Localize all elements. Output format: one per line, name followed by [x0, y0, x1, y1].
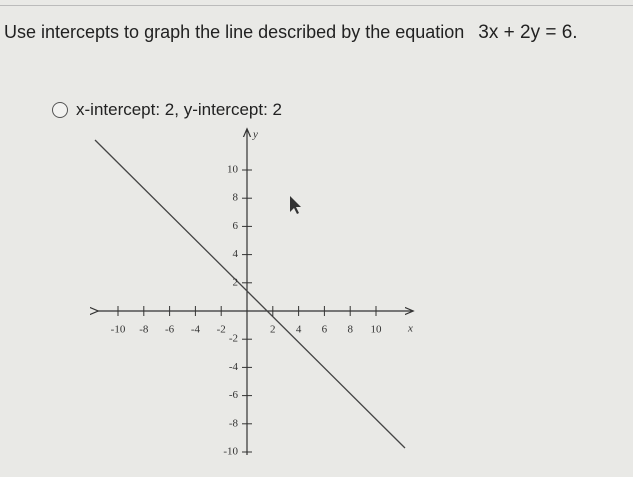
- y-tick-label: 8: [233, 192, 239, 204]
- x-tick-label: 4: [296, 324, 302, 336]
- option-label[interactable]: x-intercept: 2, y-intercept: 2: [76, 100, 282, 119]
- x-tick-label: 6: [322, 324, 328, 336]
- x-tick-label: -6: [165, 324, 175, 336]
- radio-button[interactable]: [52, 102, 68, 118]
- x-tick-label: -8: [139, 324, 149, 336]
- y-tick-label: -6: [229, 389, 239, 401]
- x-tick-label: 2: [270, 324, 276, 336]
- cursor: [290, 196, 301, 214]
- x-tick-label: -4: [191, 324, 201, 336]
- y-axis-label: y: [252, 129, 258, 141]
- x-axis-label: x: [407, 323, 413, 335]
- y-tick-label: 6: [233, 220, 239, 232]
- top-rule: [0, 5, 633, 6]
- x-tick-label: -10: [111, 324, 126, 336]
- y-tick-label: -8: [229, 417, 239, 429]
- x-tick-label: 8: [347, 324, 353, 336]
- x-tick-label: 10: [371, 324, 383, 336]
- graphed-line: [94, 139, 406, 449]
- y-tick-label: -4: [229, 361, 239, 373]
- equation: 3x + 2y = 6.: [478, 22, 578, 43]
- y-tick-label: 4: [233, 248, 239, 260]
- y-tick-label: 2: [233, 276, 239, 288]
- y-tick-label: -10: [223, 446, 238, 458]
- y-tick-label: -2: [229, 333, 238, 345]
- x-tick-label: -2: [217, 324, 226, 336]
- option[interactable]: x-intercept: 2, y-intercept: 2: [52, 100, 282, 120]
- question: Use intercepts to graph the line describ…: [4, 22, 578, 44]
- y-tick-label: 10: [227, 164, 239, 176]
- question-text: Use intercepts to graph the line describ…: [4, 22, 465, 42]
